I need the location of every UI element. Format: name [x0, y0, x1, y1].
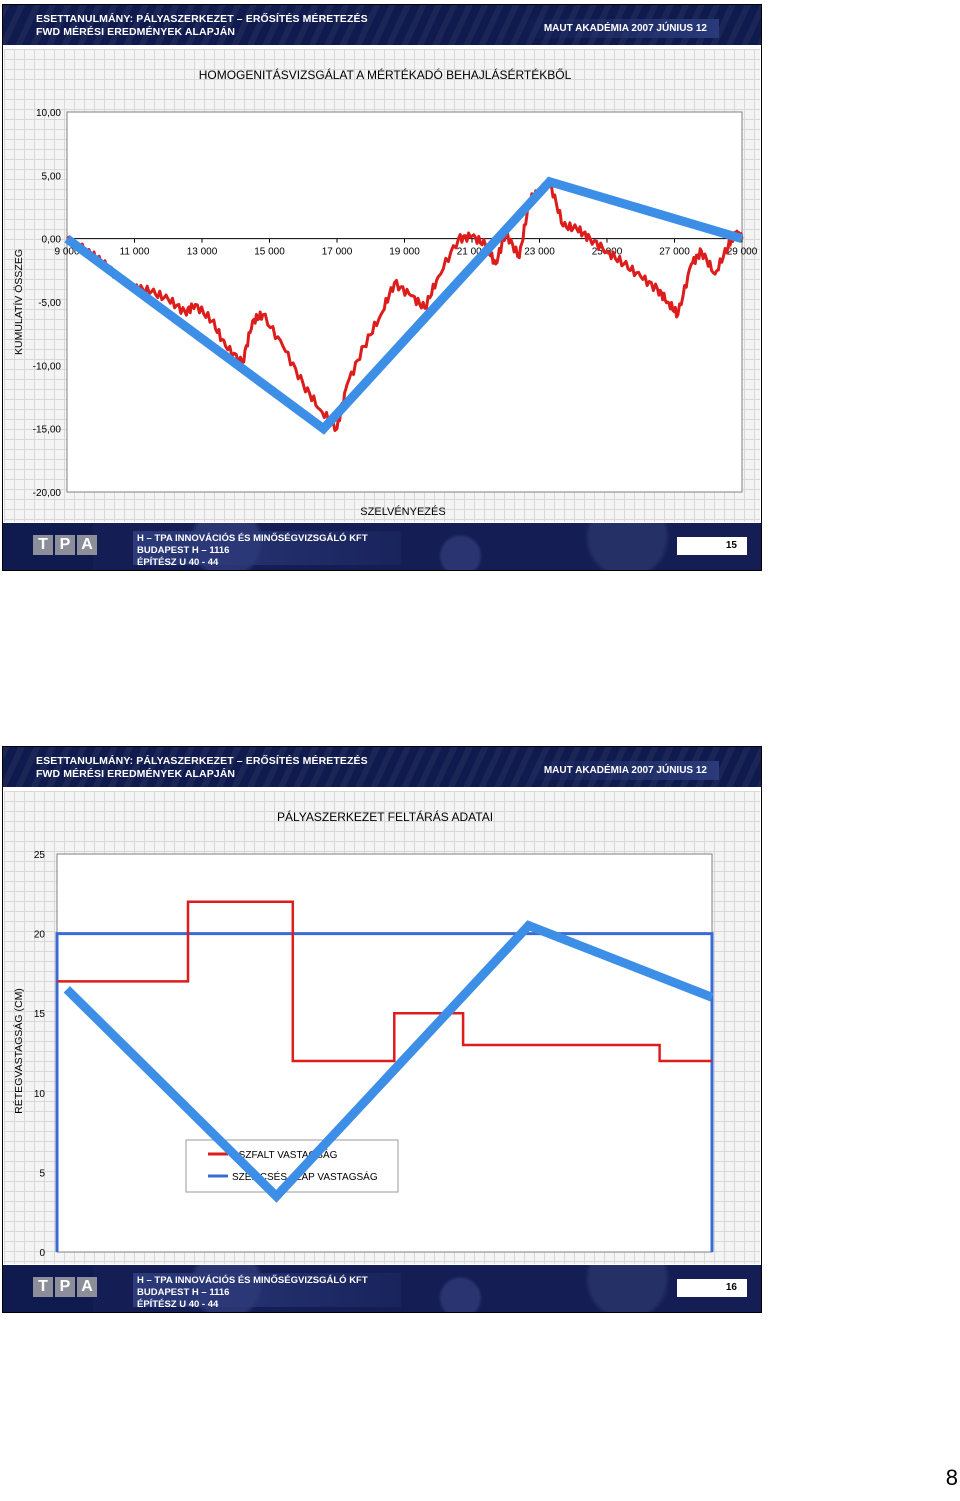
slide-footer: T P A H – TPA INNOVÁCIÓS ÉS MINŐSÉGVIZSG…: [3, 523, 761, 570]
series-line-base-thickness: [55, 932, 714, 1252]
slide-footer: T P A H – TPA INNOVÁCIÓS ÉS MINŐSÉGVIZSG…: [3, 1265, 761, 1312]
y-axis-label: RÉTEGVASTAGSÁG (CM): [12, 988, 25, 1114]
y-tick-label: -15,00: [33, 425, 62, 436]
x-tick-label: 23 000: [524, 247, 555, 258]
x-tick-label: 17 000: [322, 247, 353, 258]
slide-page-number: 15: [677, 537, 747, 555]
logo-letter-t: T: [33, 535, 53, 555]
x-tick-label: 21 000: [457, 247, 488, 258]
logo-letter-a: A: [77, 1277, 97, 1297]
series-line-cumulative: [66, 180, 744, 432]
footer-company: H – TPA INNOVÁCIÓS ÉS MINŐSÉGVIZSGÁLÓ KF…: [137, 1275, 368, 1286]
x-axis-label: SZELVÉNYEZÉS: [360, 505, 445, 518]
x-tick-label: 15 000: [254, 247, 285, 258]
logo-letter-p: P: [55, 535, 75, 555]
footer-company: H – TPA INNOVÁCIÓS ÉS MINŐSÉGVIZSGÁLÓ KF…: [137, 533, 368, 544]
series-line-overlay: [63, 920, 714, 1203]
series-line-asphalt-thickness: [57, 900, 712, 1063]
y-tick-label: 10: [34, 1089, 46, 1100]
y-tick-label: 5: [39, 1168, 45, 1179]
x-tick-label: 9 000: [54, 247, 79, 258]
x-tick-label: 19 000: [389, 247, 420, 258]
header-event: MAUT AKADÉMIA 2007 JÚNIUS 12: [519, 761, 719, 780]
x-tick-label: 13 000: [187, 247, 218, 258]
y-tick-label: 5,00: [42, 171, 62, 182]
y-tick-label: 15: [34, 1009, 46, 1020]
x-tick-label: 11 000: [120, 247, 150, 258]
tpa-logo: T P A: [33, 1277, 97, 1297]
chart-area: PÁLYASZERKEZET FELTÁRÁS ADATAISZELVÉNYEZ…: [4, 791, 760, 1264]
footer-street: ÉPÍTÉSZ U 40 - 44: [137, 557, 219, 568]
x-tick-label: 29 000: [727, 247, 758, 258]
header-title-line2: FWD MÉRÉSI EREDMÉNYEK ALAPJÁN: [36, 26, 236, 38]
slide-page-number: 16: [677, 1279, 747, 1297]
homogeneity-chart: HOMOGENITÁSVIZSGÁLAT A MÉRTÉKADÓ BEHAJLÁ…: [12, 67, 758, 518]
chart-title: PÁLYASZERKEZET FELTÁRÁS ADATAI: [277, 809, 493, 824]
header-title-line1: ESETTANULMÁNY: PÁLYASZERKEZET – ERŐSÍTÉS…: [36, 13, 368, 25]
footer-street: ÉPÍTÉSZ U 40 - 44: [137, 1299, 219, 1310]
y-tick-label: -10,00: [33, 361, 62, 372]
plot-area: [66, 111, 743, 493]
chart-area: HOMOGENITÁSVIZSGÁLAT A MÉRTÉKADÓ BEHAJLÁ…: [4, 49, 760, 522]
legend-label-base: SZEMCSÉS ALAP VASTAGSÁG: [232, 1170, 378, 1183]
y-tick-label: 0: [39, 1248, 45, 1259]
header-title-line1: ESETTANULMÁNY: PÁLYASZERKEZET – ERŐSÍTÉS…: [36, 755, 368, 767]
slide-header: ESETTANULMÁNY: PÁLYASZERKEZET – ERŐSÍTÉS…: [3, 5, 761, 45]
y-tick-label: -5,00: [38, 298, 61, 309]
header-event: MAUT AKADÉMIA 2007 JÚNIUS 12: [519, 19, 719, 38]
series-line-overlay: [64, 176, 744, 435]
header-title-line2: FWD MÉRÉSI EREDMÉNYEK ALAPJÁN: [36, 768, 236, 780]
logo-letter-a: A: [77, 535, 97, 555]
tpa-logo: T P A: [33, 535, 97, 555]
slide-15: ESETTANULMÁNY: PÁLYASZERKEZET – ERŐSÍTÉS…: [2, 4, 762, 571]
document-page-number: 8: [945, 1465, 958, 1490]
chart-title: HOMOGENITÁSVIZSGÁLAT A MÉRTÉKADÓ BEHAJLÁ…: [199, 67, 572, 82]
slide-16: ESETTANULMÁNY: PÁLYASZERKEZET – ERŐSÍTÉS…: [2, 746, 762, 1313]
y-tick-label: -20,00: [33, 488, 62, 499]
layer-thickness-chart: PÁLYASZERKEZET FELTÁRÁS ADATAISZELVÉNYEZ…: [12, 809, 714, 1259]
y-tick-label: 0,00: [42, 235, 62, 246]
y-tick-label: 20: [34, 930, 46, 941]
y-tick-label: 25: [34, 850, 46, 861]
footer-city: BUDAPEST H – 1116: [137, 545, 230, 556]
footer-city: BUDAPEST H – 1116: [137, 1287, 230, 1298]
y-tick-label: 10,00: [36, 108, 61, 119]
y-axis-label: KUMULATÍV ÖSSZEG: [12, 249, 25, 355]
x-tick-label: 27 000: [659, 247, 690, 258]
slide-header: ESETTANULMÁNY: PÁLYASZERKEZET – ERŐSÍTÉS…: [3, 747, 761, 787]
logo-letter-t: T: [33, 1277, 53, 1297]
logo-letter-p: P: [55, 1277, 75, 1297]
